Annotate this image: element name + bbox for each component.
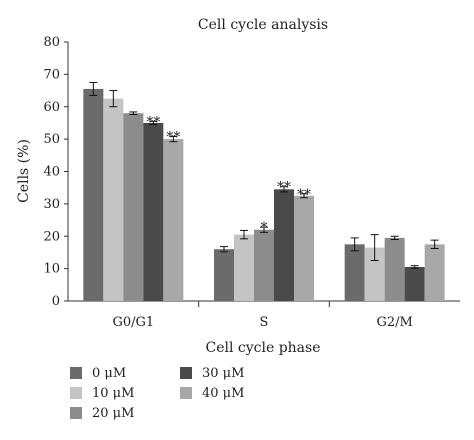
x-tick-label: G0/G1: [112, 315, 154, 330]
y-tick-label: 60: [43, 100, 60, 115]
legend-label: 20 μM: [92, 405, 135, 421]
y-tick-label: 50: [43, 132, 60, 147]
bar: [404, 267, 425, 301]
y-tick-label: 30: [43, 197, 60, 212]
x-tick-label: G2/M: [376, 315, 412, 330]
bar: [123, 113, 144, 301]
significance-marker: **: [297, 187, 311, 203]
bar: [103, 98, 124, 301]
y-tick-label: 40: [43, 165, 60, 180]
y-tick-label: 10: [43, 262, 60, 277]
legend-swatch: [70, 387, 82, 399]
legend-label: 10 μM: [92, 385, 135, 401]
significance-marker: **: [166, 130, 180, 146]
significance-marker: **: [146, 114, 160, 130]
y-tick-label: 80: [43, 35, 60, 50]
bar: [274, 189, 294, 301]
legend-label: 40 μM: [202, 385, 245, 401]
x-axis-label: Cell cycle phase: [205, 340, 320, 356]
y-tick-label: 70: [43, 67, 60, 82]
y-axis-label: Cells (%): [16, 139, 32, 203]
bar: [143, 122, 164, 301]
legend-swatch: [70, 367, 82, 379]
x-tick-label: S: [260, 315, 269, 330]
legend-item: 20 μM: [70, 404, 134, 422]
bar: [364, 247, 385, 301]
bar: [294, 195, 314, 301]
legend-label: 0 μM: [92, 365, 127, 381]
legend-swatch: [70, 407, 82, 419]
bar: [214, 249, 234, 301]
legend-swatch: [180, 387, 192, 399]
bar: [234, 234, 254, 301]
significance-marker: **: [277, 180, 291, 196]
chart-title: Cell cycle analysis: [198, 17, 328, 33]
bar: [344, 244, 365, 301]
legend-label: 30 μM: [202, 365, 245, 381]
bar: [254, 229, 274, 301]
legend-swatch: [180, 367, 192, 379]
y-tick-label: 20: [43, 229, 60, 244]
legend-item: 10 μM: [70, 384, 134, 402]
chart-canvas: Cell cycle analysis Cells (%) Cell cycle…: [16, 17, 460, 356]
legend-item: 30 μM: [180, 364, 244, 382]
legend-item: 0 μM: [70, 364, 126, 382]
bar: [424, 244, 445, 301]
bar: [384, 237, 405, 301]
legend-item: 40 μM: [180, 384, 244, 402]
y-tick-label: 0: [52, 294, 60, 309]
significance-marker: *: [261, 220, 268, 236]
bar: [163, 139, 184, 301]
bar: [83, 88, 104, 301]
